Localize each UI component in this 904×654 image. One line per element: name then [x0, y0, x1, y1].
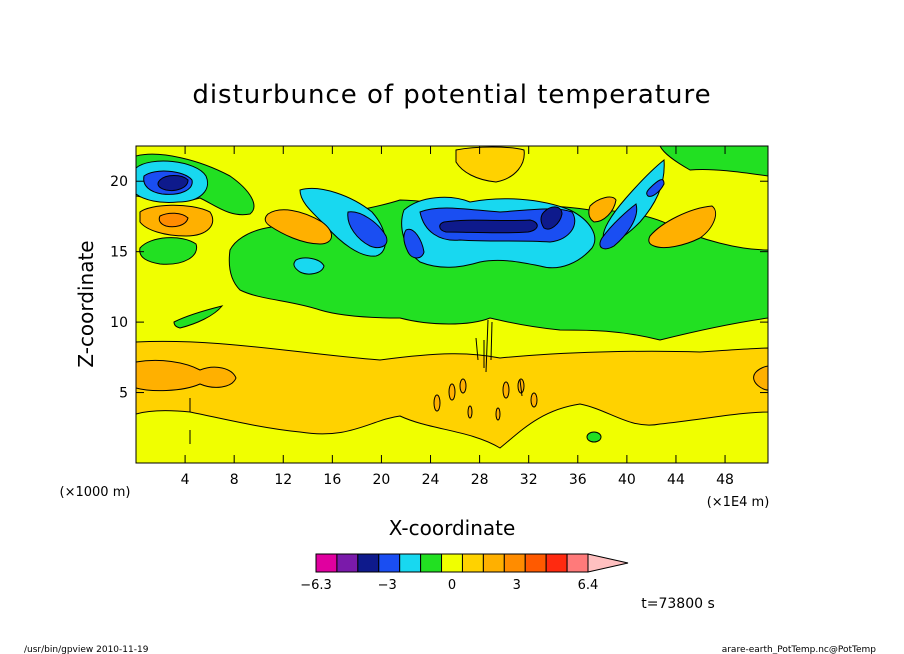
contour-green-small-blob — [586, 431, 602, 443]
contour-green-left-lobe — [139, 237, 198, 265]
y-axis-label: Z-coordinate — [74, 240, 98, 367]
contour-warm-core-left — [136, 359, 237, 392]
x-tick-label: 4 — [181, 472, 190, 488]
colorbar-tick-label: 3 — [513, 578, 521, 593]
contour-cyan-small — [293, 257, 325, 275]
colorbar-swatch — [336, 553, 359, 573]
y-tick-label: 15 — [110, 245, 128, 261]
colorbar-swatch — [545, 553, 568, 573]
contour-green-top-right — [659, 146, 768, 177]
contour-navy-left-core — [157, 175, 189, 191]
x-unit-label: (×1E4 m) — [707, 495, 770, 510]
footer-right: arare-earth_PotTemp.nc@PotTemp — [722, 645, 877, 654]
contour-blue-inner-left — [403, 228, 425, 259]
colorbar-swatch — [315, 553, 338, 573]
x-tick-label: 16 — [323, 472, 341, 488]
x-tick-label: 48 — [716, 472, 734, 488]
colorbar-swatch — [378, 553, 401, 573]
contour-navy-right-core — [540, 206, 563, 230]
colorbar-swatch — [420, 553, 443, 573]
colorbar-swatch — [524, 553, 547, 573]
plot-area — [136, 146, 768, 463]
contour-orange-right-lobe — [648, 205, 716, 249]
x-tick-label: 32 — [520, 472, 538, 488]
x-axis: 4 8 12 16 20 24 28 32 36 40 44 48 — [181, 146, 734, 488]
x-tick-label: 20 — [373, 472, 391, 488]
colorbar-swatch — [566, 553, 589, 573]
contour-blue-left-lobe — [347, 211, 388, 249]
colorbar-swatch — [482, 553, 505, 573]
y-tick-label: 20 — [110, 174, 128, 190]
contour-blue-right-lobe — [599, 203, 638, 250]
y-tick-label: 10 — [110, 315, 128, 331]
contour-warm-core-right — [753, 365, 768, 391]
colorbar-swatch — [441, 553, 463, 573]
contour-green-sliver — [173, 305, 224, 329]
contour-navy-central-core — [439, 219, 538, 234]
x-tick-label: 40 — [618, 472, 636, 488]
x-tick-label: 24 — [422, 472, 440, 488]
contour-orange-center-right — [588, 196, 617, 223]
colorbar-tick-label: 6.4 — [578, 578, 599, 593]
plot-frame — [135, 145, 769, 464]
colorbar-tick-label: −3 — [378, 578, 397, 593]
x-tick-label: 12 — [274, 472, 292, 488]
x-tick-label: 36 — [569, 472, 587, 488]
colorbar-extend-arrow — [587, 553, 629, 573]
colorbar-swatch — [399, 553, 422, 573]
colorbar-tick-label: −6.3 — [300, 578, 332, 593]
colorbar — [315, 553, 629, 573]
colorbar-tick-label: 0 — [448, 578, 456, 593]
time-label: t=73800 s — [641, 596, 715, 612]
central-streaks — [189, 319, 523, 444]
colorbar-swatch — [357, 553, 380, 573]
x-axis-label: X-coordinate — [389, 516, 516, 540]
y-axis: 5 10 15 20 — [110, 174, 768, 402]
footer-left: /usr/bin/gpview 2010-11-19 — [24, 645, 149, 654]
colorbar-labels: −6.3 −3 0 3 6.4 — [300, 578, 598, 593]
x-tick-label: 8 — [230, 472, 239, 488]
contour-blue-small-right — [646, 179, 665, 197]
colorbar-swatch — [461, 553, 484, 573]
contour-orange-upper-left-inner — [158, 212, 189, 228]
contour-yellow-top-center — [455, 146, 525, 183]
contour-orange-left-lobe — [264, 209, 332, 245]
x-tick-label: 44 — [667, 472, 685, 488]
y-unit-label: (×1000 m) — [60, 485, 131, 500]
colorbar-swatch — [503, 553, 526, 573]
y-tick-label: 5 — [119, 386, 128, 402]
x-tick-label: 28 — [471, 472, 489, 488]
chart-title: disturbunce of potential temperature — [192, 80, 711, 110]
